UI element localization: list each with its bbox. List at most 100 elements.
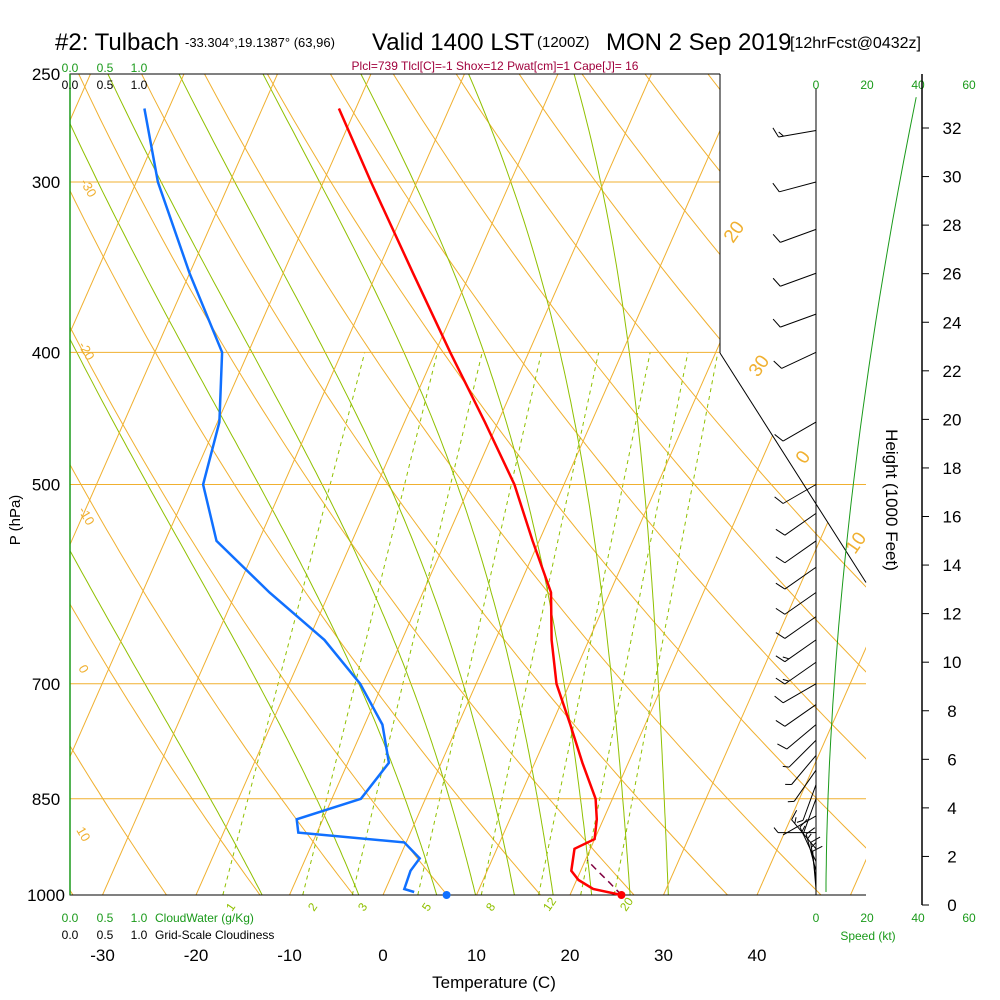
cloud-scale-tick: 1.0	[131, 61, 148, 75]
dry-adiabat-line	[70, 74, 188, 895]
mixing-ratio-line	[351, 352, 483, 895]
temperature-tick-label: 20	[561, 946, 580, 965]
wind-speed-tick-bottom: 0	[813, 911, 820, 925]
cloudiness-label: Grid-Scale Cloudiness	[155, 928, 274, 942]
height-tick-label: 30	[943, 168, 962, 187]
wind-barb	[772, 127, 817, 138]
forecast-info: [12hrFcst@0432z]	[790, 35, 921, 52]
moist-adiabat-line	[178, 74, 521, 895]
temperature-tick-label: 10	[467, 946, 486, 965]
wind-barb	[796, 784, 817, 823]
indices-text: Plcl=739 Tlcl[C]=-1 Shox=12 Pwat[cm]=1 C…	[352, 59, 639, 73]
wind-barb	[773, 351, 817, 369]
wind-barb	[772, 228, 817, 243]
wind-barb	[775, 592, 817, 615]
moist-adiabat-line	[70, 74, 446, 895]
dry-adiabat-line	[751, 74, 866, 895]
zulu-time: (1200Z)	[537, 34, 590, 51]
wind-barb	[772, 313, 817, 328]
mixing-ratio-label: 8	[483, 900, 498, 914]
moist-adiabats	[70, 74, 670, 895]
wind-barb	[802, 798, 817, 835]
moist-adiabat-line	[107, 74, 483, 895]
dry-adiabat-line	[502, 74, 866, 895]
wind-barb	[785, 755, 817, 786]
dry-adiabat-line	[70, 74, 377, 895]
adiabat-label: 20	[720, 218, 749, 247]
wind-speed-tick-top: 0	[813, 78, 820, 92]
isotherm-line	[0, 50, 8, 924]
moist-adiabat-line	[573, 74, 670, 895]
wind-speed-tick-top: 60	[962, 78, 976, 92]
moist-adiabat-line	[360, 74, 596, 895]
cloud-scale-tick: 0.5	[97, 928, 114, 942]
station-title: #2: Tulbach	[55, 29, 179, 56]
height-tick-label: 6	[947, 750, 956, 769]
temperature-tick-label: -30	[90, 946, 115, 965]
temperature-tick-label: -20	[184, 946, 209, 965]
x-axis-label: Temperature (C)	[432, 973, 556, 992]
height-tick-label: 26	[943, 265, 962, 284]
height-tick-label: 8	[947, 702, 956, 721]
mixing-ratio-line	[222, 352, 366, 895]
dry-adiabat-line	[813, 74, 866, 895]
wind-barb	[775, 704, 817, 727]
adiabat-label: 0	[792, 447, 815, 468]
wind-barb	[791, 809, 817, 850]
pressure-tick-label: 300	[32, 173, 60, 192]
mixing-ratio-line	[613, 352, 719, 895]
mixing-ratio-label: 5	[419, 900, 434, 914]
surface-temperature-marker	[617, 891, 626, 899]
cloud-scale-tick: 0.5	[97, 911, 114, 925]
cloud-scale-tick: 0.0	[62, 911, 79, 925]
mixing-ratio-labels: 1 2 3 5 8 12 20	[223, 894, 636, 913]
isotherm-line	[182, 74, 570, 895]
wind-speed-tick-bottom: 60	[962, 911, 976, 925]
forecast-date: MON 2 Sep 2019	[606, 29, 791, 56]
wind-barb	[775, 616, 817, 639]
moist-adiabat-line	[262, 74, 558, 895]
moist-adiabat-line	[70, 74, 278, 895]
dry-adiabat-line	[440, 74, 866, 895]
dry-adiabat-line	[129, 74, 756, 895]
wind-barb	[775, 540, 817, 564]
adiabat-label: 10	[73, 824, 93, 844]
isotherms	[0, 50, 866, 924]
mixing-ratio-line	[417, 352, 542, 895]
wind-barb	[782, 739, 817, 768]
mixing-ratio-label: 2	[305, 900, 320, 914]
height-tick-label: 28	[943, 216, 962, 235]
mixing-ratio-line	[538, 352, 651, 895]
wind-barb	[774, 421, 817, 442]
pressure-tick-label: 400	[32, 343, 60, 362]
mixing-ratio-line	[302, 352, 438, 895]
isotherm-line	[70, 74, 196, 895]
dry-adiabat-line	[564, 74, 866, 895]
height-tick-label: 24	[943, 313, 962, 332]
isotherm-line	[463, 74, 850, 895]
pressure-tick-label: 500	[32, 476, 60, 495]
isotherm-line	[837, 74, 866, 895]
wind-barb	[782, 815, 817, 836]
height-tick-label: 10	[943, 653, 962, 672]
cloud-scale-top: 0.0 0.5 1.0 0.0 0.5 1.0	[62, 61, 148, 92]
mixing-ratio-label: 12	[540, 894, 559, 913]
dry-adiabat-line	[70, 74, 282, 895]
height-tick-label: 16	[943, 508, 962, 527]
adiabat-label: 30	[745, 352, 774, 381]
wind-barb	[777, 724, 817, 750]
pressure-tick-label: 850	[32, 790, 60, 809]
wind-barb	[774, 683, 817, 704]
isotherm-line	[556, 74, 866, 895]
dry-adiabats	[70, 74, 866, 895]
speed-axis-label: Speed (kt)	[840, 929, 895, 943]
height-tick-label: 2	[947, 847, 956, 866]
cloud-scale-tick: 0.0	[62, 61, 79, 75]
isotherm-line	[276, 74, 663, 895]
cloud-scale-tick: 1.0	[131, 928, 148, 942]
dry-adiabat-line	[191, 74, 851, 895]
isotherm-line	[70, 74, 289, 895]
temperature-tick-label: 40	[748, 946, 767, 965]
